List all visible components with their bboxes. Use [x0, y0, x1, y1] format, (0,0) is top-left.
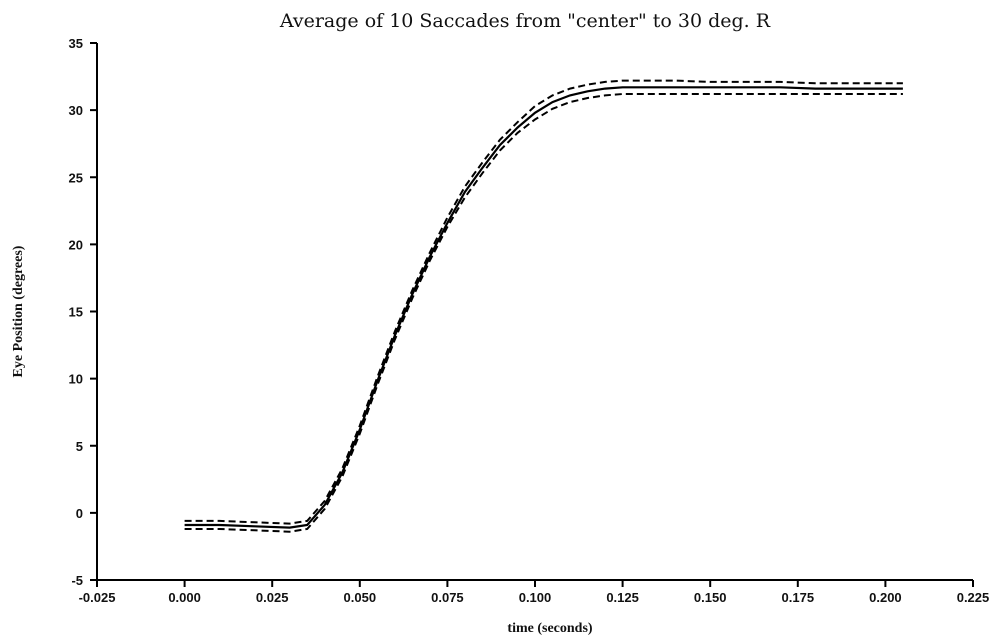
y-tick-label: 20	[69, 237, 83, 252]
series-layer	[184, 79, 903, 533]
y-tick-label: 35	[69, 36, 83, 51]
x-tick-label: 0.175	[782, 590, 815, 605]
x-tick-label: -0.025	[79, 590, 116, 605]
chart-title: Average of 10 Saccades from "center" to …	[279, 10, 771, 32]
series-dashed-line-1	[184, 79, 903, 525]
x-tick-label: 0.025	[256, 590, 289, 605]
x-tick-label: 0.150	[694, 590, 727, 605]
x-tick-label: 0.100	[519, 590, 552, 605]
y-tick-label: 30	[69, 103, 83, 118]
y-axis-label: Eye Position (degrees)	[11, 245, 26, 377]
y-tick-label: 5	[76, 439, 83, 454]
y-tick-label: 0	[76, 506, 83, 521]
x-tick-label: 0.200	[869, 590, 902, 605]
y-tick-label: -5	[71, 573, 83, 588]
series-mean-line	[184, 86, 903, 529]
x-tick-label: 0.000	[168, 590, 201, 605]
y-tick-label: 25	[69, 170, 83, 185]
x-tick-label: 0.050	[344, 590, 377, 605]
y-tick-label: 10	[69, 372, 83, 387]
ticks-layer: -5 0 5 10 15 20 25 30 35 -0.025 0.000 0.025 0.050 0.0…	[69, 36, 990, 605]
x-tick-label: 0.125	[606, 590, 639, 605]
series-dashed-line-2	[184, 93, 903, 533]
x-axis-label: time (seconds)	[507, 621, 592, 636]
x-tick-label: 0.225	[957, 590, 990, 605]
y-tick-label: 15	[69, 305, 83, 320]
x-tick-label: 0.075	[431, 590, 464, 605]
